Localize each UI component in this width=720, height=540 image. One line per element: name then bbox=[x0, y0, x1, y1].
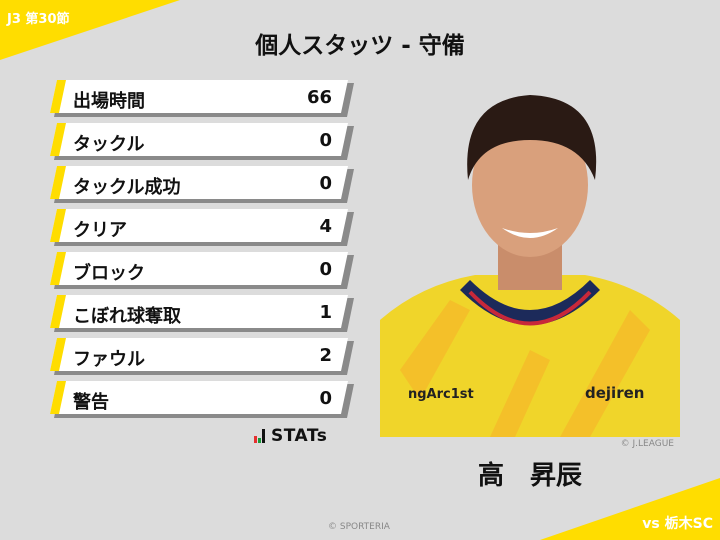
row-background bbox=[50, 80, 348, 113]
stat-value: 0 bbox=[319, 388, 332, 409]
stat-row: 警告 0 bbox=[50, 381, 354, 417]
bar-chart-icon bbox=[254, 429, 266, 443]
page-title: 個人スタッツ - 守備 bbox=[255, 33, 465, 59]
stat-label: タックル成功 bbox=[73, 177, 181, 198]
stat-row: 出場時間 66 bbox=[50, 80, 354, 116]
player-photo: ngArc1st dejiren bbox=[380, 70, 680, 437]
row-background bbox=[50, 252, 348, 285]
row-background bbox=[50, 295, 348, 328]
row-background bbox=[50, 209, 348, 242]
stat-label: こぼれ球奪取 bbox=[73, 306, 181, 327]
row-background bbox=[50, 166, 348, 199]
row-background bbox=[50, 338, 348, 371]
row-background bbox=[50, 123, 348, 156]
jersey-sponsor-left: ngArc1st bbox=[408, 387, 474, 402]
stat-value: 0 bbox=[319, 173, 332, 194]
stat-row: ブロック 0 bbox=[50, 252, 354, 288]
stat-row: ファウル 2 bbox=[50, 338, 354, 374]
photo-credit: © J.LEAGUE bbox=[620, 439, 674, 449]
stat-row: タックル成功 0 bbox=[50, 166, 354, 202]
stat-row: クリア 4 bbox=[50, 209, 354, 245]
stat-label: タックル bbox=[73, 134, 145, 155]
stat-row: こぼれ球奪取 1 bbox=[50, 295, 354, 331]
row-background bbox=[50, 381, 348, 414]
stat-row: タックル 0 bbox=[50, 123, 354, 159]
stat-value: 66 bbox=[306, 87, 332, 108]
opponent-label: vs 栃木SC bbox=[642, 516, 713, 532]
stat-label: ブロック bbox=[73, 263, 145, 284]
jersey-sponsor: dejiren bbox=[585, 384, 644, 402]
match-round: J3 第30節 bbox=[7, 12, 70, 27]
copyright: © SPORTERIA bbox=[328, 522, 390, 532]
stat-label: クリア bbox=[73, 220, 127, 241]
stats-logo: STATs bbox=[254, 426, 327, 446]
stat-value: 2 bbox=[319, 345, 332, 366]
stat-label: ファウル bbox=[73, 349, 145, 370]
stat-value: 4 bbox=[319, 216, 332, 237]
stats-list: 出場時間 66 タックル 0 タックル成功 0 クリア 4 ブロック 0 こぼれ球奪取 1 ファウル 2 警… bbox=[50, 80, 354, 424]
stats-logo-text: STATs bbox=[271, 426, 328, 446]
stat-value: 0 bbox=[319, 130, 332, 151]
player-name: 高 昇辰 bbox=[477, 461, 582, 491]
stat-value: 0 bbox=[319, 259, 332, 280]
stat-label: 警告 bbox=[73, 392, 109, 413]
stat-value: 1 bbox=[319, 302, 332, 323]
stat-label: 出場時間 bbox=[73, 91, 145, 112]
